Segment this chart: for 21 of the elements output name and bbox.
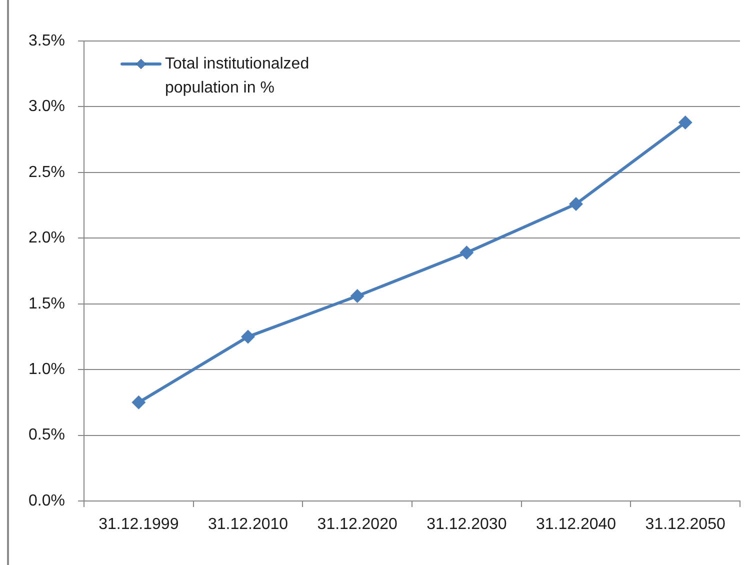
x-tick-label: 31.12.2040: [536, 516, 616, 534]
x-tick-label: 31.12.2010: [208, 516, 288, 534]
y-tick-label: 0.5%: [28, 426, 65, 444]
y-tick-label: 3.0%: [28, 98, 65, 116]
point: [460, 246, 474, 260]
legend-label: Total institutionalzed population in %: [165, 55, 310, 96]
y-tick-label: 3.5%: [28, 32, 65, 50]
point: [678, 115, 692, 130]
x-tick-label: 31.12.2030: [426, 516, 507, 534]
x-tick-label: 31.12.2050: [645, 516, 726, 534]
y-tick-label: 2.0%: [28, 230, 65, 247]
x-tick-label: 31.12.2020: [317, 516, 398, 534]
point: [569, 196, 583, 211]
y-tick-label: 1.0%: [28, 360, 65, 378]
point: [350, 288, 364, 303]
y-tick-label: 0.0%: [28, 492, 65, 510]
y-tick-label: 1.5%: [28, 295, 65, 312]
point: [132, 395, 146, 410]
x-tick-label: 31.12.1999: [98, 516, 179, 534]
point: [241, 330, 255, 344]
y-tick-label: 2.5%: [28, 164, 65, 181]
